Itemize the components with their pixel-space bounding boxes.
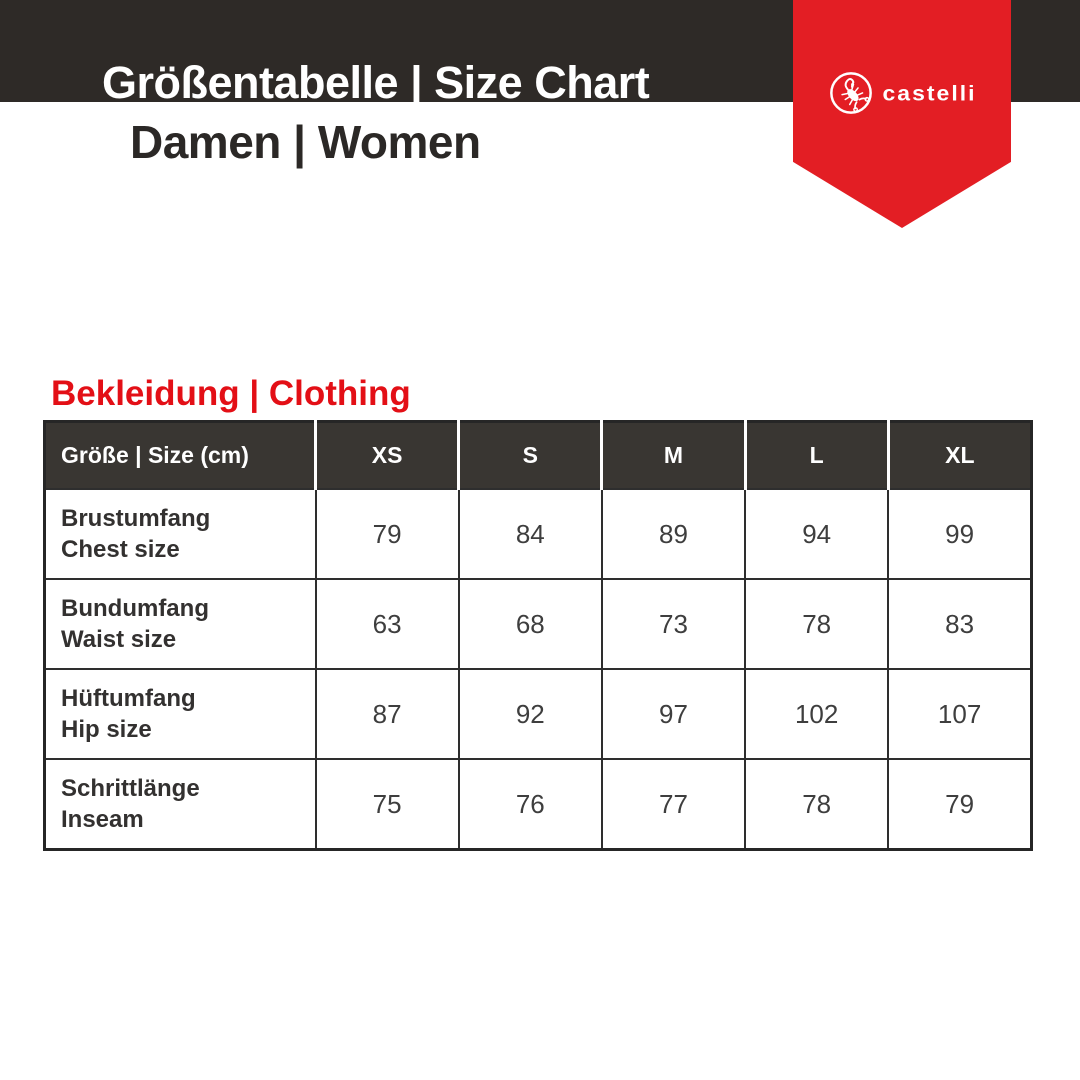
cell-value: 92 <box>457 668 603 760</box>
cell-value: 77 <box>600 758 747 851</box>
size-col-header-s: S <box>457 421 602 489</box>
cell-value: 75 <box>314 758 460 851</box>
size-col-header-m: M <box>600 421 746 489</box>
cell-value: 79 <box>314 488 460 580</box>
size-table: Größe | Size (cm) XS S M L XL Brustumfan… <box>43 420 1033 851</box>
table-row-chest: Brustumfang Chest size 79 84 89 94 99 <box>43 488 1033 580</box>
table-row-inseam: Schrittlänge Inseam 75 76 77 78 79 <box>43 758 1033 851</box>
row-label-de: Brustumfang <box>61 504 211 532</box>
cell-value: 87 <box>314 668 460 760</box>
table-row-waist: Bundumfang Waist size 63 68 73 78 83 <box>43 578 1033 670</box>
cell-value: 73 <box>600 578 747 670</box>
cell-value: 63 <box>314 578 460 670</box>
cell-value: 102 <box>744 668 890 760</box>
cell-value: 78 <box>744 758 890 851</box>
page-title: Größentabelle | Size Chart <box>102 57 650 108</box>
row-label-en: Waist size <box>61 626 177 653</box>
page-subtitle: Damen | Women <box>130 116 481 168</box>
cell-value: 107 <box>887 668 1033 760</box>
size-table-header-row: Größe | Size (cm) XS S M L XL <box>44 421 1032 489</box>
scorpion-icon <box>829 72 872 114</box>
cell-value: 89 <box>600 488 747 580</box>
size-col-header-l: L <box>743 421 889 489</box>
cell-value: 84 <box>457 488 603 580</box>
row-label-de: Hüftumfang <box>61 684 196 712</box>
cell-value: 97 <box>600 668 747 760</box>
size-col-header-xs: XS <box>313 421 459 489</box>
row-label: Brustumfang Chest size <box>43 488 317 580</box>
brand-wordmark: castelli <box>882 80 977 105</box>
cell-value: 78 <box>744 578 890 670</box>
row-label-en: Chest size <box>61 536 180 563</box>
cell-value: 83 <box>887 578 1033 670</box>
row-label: Hüftumfang Hip size <box>43 668 317 760</box>
row-label-en: Hip size <box>61 716 152 743</box>
cell-value: 79 <box>887 758 1033 851</box>
size-col-header-xl: XL <box>886 421 1032 489</box>
size-label-header: Größe | Size (cm) <box>44 421 316 489</box>
section-title: Bekleidung | Clothing <box>51 374 411 413</box>
cell-value: 94 <box>744 488 890 580</box>
row-label: Bundumfang Waist size <box>43 578 317 670</box>
brand-logo: castelli <box>793 68 1011 118</box>
row-label-en: Inseam <box>61 806 144 833</box>
cell-value: 99 <box>887 488 1033 580</box>
table-row-hip: Hüftumfang Hip size 87 92 97 102 107 <box>43 668 1033 760</box>
row-label-de: Schrittlänge <box>61 774 200 802</box>
cell-value: 76 <box>457 758 603 851</box>
cell-value: 68 <box>457 578 603 670</box>
brand-ribbon: castelli <box>793 0 1011 228</box>
row-label: Schrittlänge Inseam <box>43 758 317 851</box>
row-label-de: Bundumfang <box>61 594 209 622</box>
